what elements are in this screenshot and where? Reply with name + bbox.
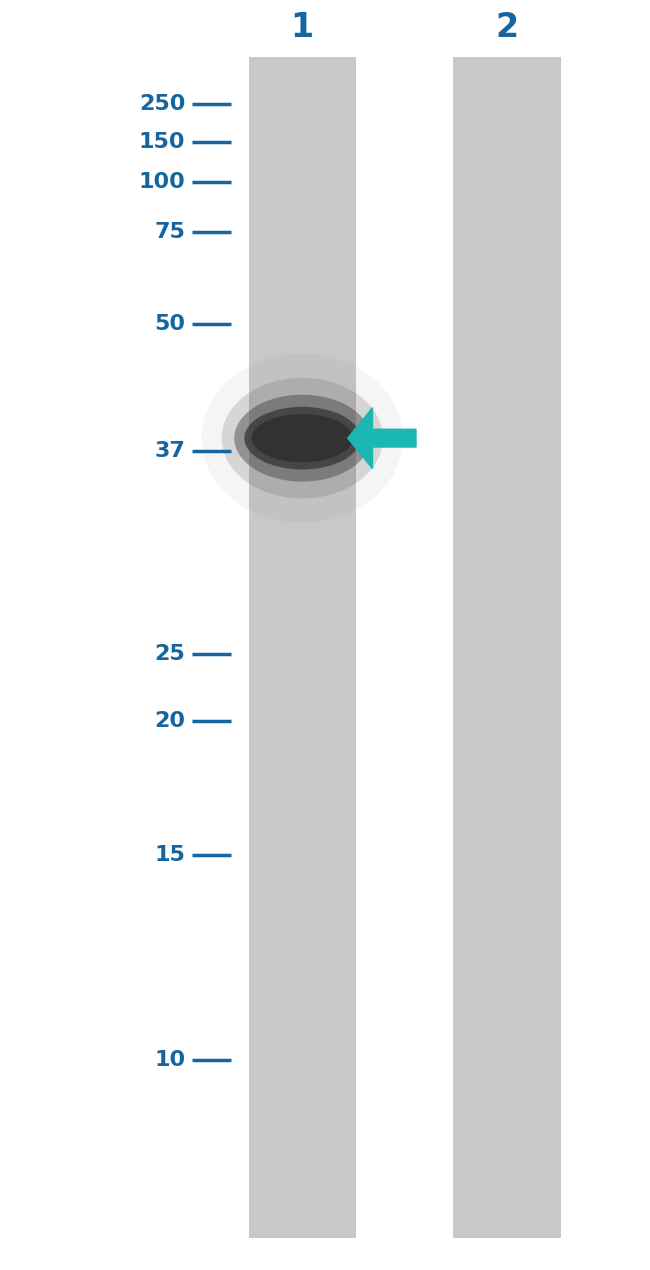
Text: 50: 50 [154, 314, 185, 334]
Ellipse shape [252, 414, 352, 462]
Bar [248, 57, 356, 1238]
Text: 15: 15 [154, 845, 185, 865]
Ellipse shape [202, 353, 403, 523]
Text: 2: 2 [495, 11, 519, 44]
Bar [454, 57, 560, 1238]
Text: 1: 1 [291, 11, 314, 44]
Ellipse shape [244, 406, 360, 470]
Text: 37: 37 [154, 441, 185, 461]
Text: 10: 10 [154, 1050, 185, 1071]
Ellipse shape [222, 378, 383, 499]
Text: 250: 250 [139, 94, 185, 114]
Text: 75: 75 [154, 222, 185, 243]
Text: 20: 20 [154, 711, 185, 732]
Text: 100: 100 [138, 171, 185, 192]
Text: 25: 25 [155, 644, 185, 664]
FancyArrow shape [348, 408, 416, 469]
Text: 150: 150 [138, 132, 185, 152]
Ellipse shape [234, 395, 370, 481]
